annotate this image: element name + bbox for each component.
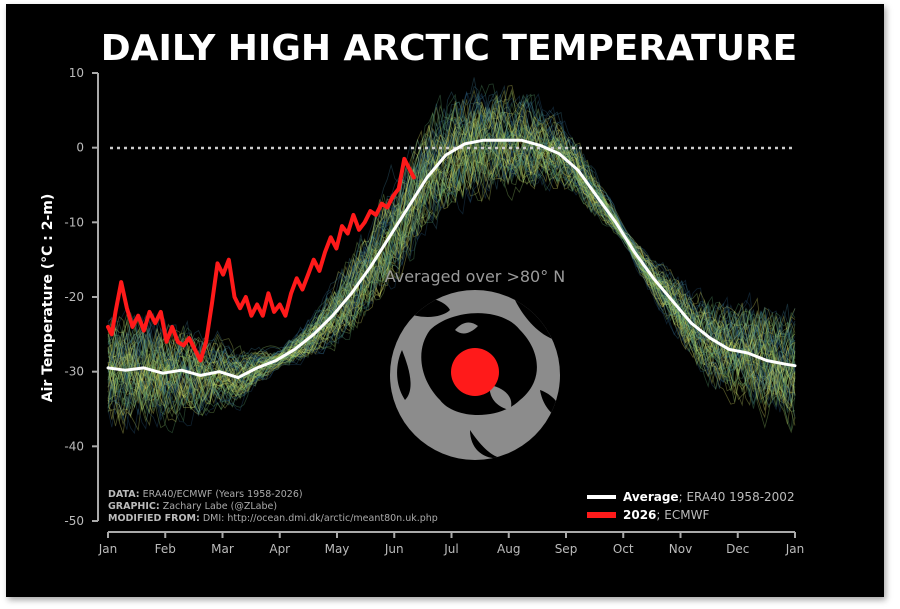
- historical-year-line: [107, 125, 796, 413]
- credit-data: DATA: ERA40/ECMWF (Years 1958-2026): [108, 489, 303, 500]
- historical-year-line: [107, 93, 796, 375]
- historical-year-line: [107, 85, 796, 382]
- x-tick-label: Nov: [669, 542, 692, 556]
- historical-year-line: [107, 150, 796, 409]
- historical-year-line: [107, 129, 796, 413]
- y-tick-label: -10: [64, 215, 84, 229]
- historical-year-line: [107, 140, 796, 434]
- historical-year-line: [107, 95, 796, 388]
- historical-year-line: [107, 141, 796, 421]
- historical-year-line: [107, 85, 796, 381]
- y-axis-label: Air Temperature (°C : 2-m): [40, 194, 56, 403]
- inset-label: Averaged over >80° N: [385, 267, 566, 286]
- historical-year-line: [107, 89, 796, 378]
- historical-year-line: [107, 108, 796, 390]
- historical-year-line: [107, 127, 796, 406]
- historical-year-line: [107, 94, 796, 387]
- historical-year-line: [107, 136, 796, 416]
- historical-year-line: [107, 103, 796, 390]
- x-tick-label: Sep: [555, 542, 578, 556]
- y-tick-label: -40: [64, 439, 84, 453]
- y-tick-label: 10: [69, 66, 84, 80]
- credit-source: MODIFIED FROM: DMI: http://ocean.dmi.dk/…: [108, 513, 438, 524]
- historical-year-line: [107, 115, 796, 404]
- x-tick-label: Apr: [269, 542, 290, 556]
- legend: Average; ERA40 1958-2002 2026; ECMWF: [587, 490, 795, 522]
- y-tick-label: -20: [64, 290, 84, 304]
- historical-year-line: [107, 106, 796, 394]
- inset-map: Averaged over >80° N: [385, 267, 566, 460]
- legend-item-average: Average; ERA40 1958-2002: [623, 490, 795, 504]
- historical-year-line: [107, 126, 796, 404]
- historical-year-line: [107, 127, 796, 412]
- x-tick-label: May: [325, 542, 350, 556]
- x-tick-label: Jul: [443, 542, 458, 556]
- x-tick-label: Oct: [613, 542, 634, 556]
- x-axis: Jan Feb Mar Apr May Jun Jul Aug Sep Oct Nov Dec Jan: [98, 531, 805, 556]
- historical-year-line: [107, 136, 796, 410]
- historical-year-line: [107, 99, 796, 372]
- historical-year-line: [107, 124, 796, 407]
- historical-year-line: [107, 130, 796, 415]
- x-tick-label: Jan: [785, 542, 805, 556]
- historical-year-line: [107, 94, 796, 394]
- pole-region-marker: [451, 348, 499, 396]
- historical-year-line: [107, 90, 796, 390]
- historical-year-line: [107, 147, 796, 430]
- series-2026-line: [106, 156, 416, 363]
- historical-year-line: [107, 91, 796, 376]
- y-tick-label: -50: [64, 514, 84, 528]
- historical-year-line: [107, 102, 796, 402]
- legend-item-2026: 2026; ECMWF: [623, 508, 709, 522]
- y-axis: 10 0 -10 -20 -30 -40 -50: [64, 66, 99, 528]
- x-tick-label: Aug: [497, 542, 520, 556]
- credit-graphic: GRAPHIC: Zachary Labe (@ZLabe): [108, 501, 277, 512]
- historical-year-line: [107, 93, 796, 379]
- historical-year-line: [107, 134, 796, 422]
- historical-year-line: [107, 131, 796, 415]
- series-layer: [106, 138, 797, 380]
- historical-year-line: [107, 135, 796, 432]
- historical-year-line: [107, 88, 796, 377]
- x-tick-label: Dec: [726, 542, 749, 556]
- historical-year-line: [107, 132, 796, 407]
- historical-year-line: [107, 130, 796, 426]
- historical-year-line: [107, 124, 796, 384]
- historical-year-line: [107, 104, 796, 365]
- historical-year-line: [107, 138, 796, 428]
- historical-year-line: [107, 142, 796, 435]
- historical-year-line: [107, 130, 796, 429]
- historical-year-line: [107, 146, 796, 403]
- x-tick-label: Mar: [211, 542, 234, 556]
- historical-year-line: [107, 95, 796, 386]
- y-tick-label: -30: [64, 365, 84, 379]
- historical-year-line: [107, 101, 796, 375]
- chart-title: DAILY HIGH ARCTIC TEMPERATURE: [101, 28, 798, 69]
- historical-year-line: [107, 120, 796, 407]
- historical-year-line: [107, 112, 796, 388]
- y-tick-label: 0: [76, 141, 84, 155]
- x-tick-label: Jun: [384, 542, 404, 556]
- historical-year-line: [107, 122, 796, 383]
- historical-year-line: [107, 149, 796, 411]
- x-tick-label: Feb: [155, 542, 176, 556]
- historical-year-line: [107, 77, 796, 371]
- historical-year-line: [107, 90, 796, 388]
- historical-year-line: [107, 129, 796, 404]
- historical-year-line: [107, 115, 796, 416]
- series-average-line: [106, 138, 797, 380]
- historical-year-line: [107, 120, 796, 425]
- credits: DATA: ERA40/ECMWF (Years 1958-2026) GRAP…: [108, 489, 438, 524]
- historical-year-line: [107, 117, 796, 395]
- x-tick-label: Jan: [98, 542, 118, 556]
